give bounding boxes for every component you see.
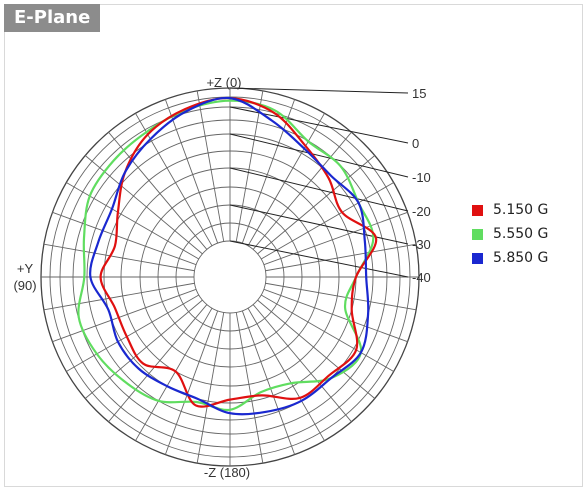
- grid-spoke: [260, 182, 394, 260]
- angle-label-left-deg: (90): [13, 278, 36, 293]
- grid-spoke: [196, 90, 225, 242]
- grid-spoke: [135, 113, 213, 247]
- angle-label-left: +Y: [17, 261, 34, 276]
- radial-tick-label: -40: [412, 270, 431, 285]
- grid-spoke: [196, 312, 225, 464]
- series-trace-5850: [89, 96, 370, 416]
- grid-spoke: [241, 310, 296, 455]
- radial-tick-label: -30: [412, 237, 431, 252]
- grid-spoke: [43, 282, 195, 311]
- tick-leader: [229, 133, 409, 178]
- legend-item-5150: 5.150 G: [472, 198, 548, 222]
- grid-spoke: [247, 113, 325, 247]
- legend-swatch-5850: [472, 252, 483, 264]
- legend-swatch-5550: [472, 228, 483, 240]
- tick-leader: [229, 240, 409, 278]
- legend-item-5850: 5.850 G: [472, 246, 548, 270]
- grid-spoke: [66, 294, 200, 372]
- tick-leader: [229, 167, 409, 212]
- grid-spoke: [66, 182, 200, 260]
- grid-spoke: [52, 211, 197, 266]
- grid-spoke: [108, 131, 208, 250]
- legend-label-5850: 5.850 G: [493, 250, 549, 266]
- grid-spoke: [52, 288, 197, 343]
- grid-spoke: [257, 155, 376, 255]
- grid-spoke: [108, 304, 208, 423]
- radial-tick-label: -20: [412, 204, 431, 219]
- radial-tick-label: -10: [412, 170, 431, 185]
- chart-frame: [4, 4, 583, 487]
- chart-title: E-Plane: [4, 4, 101, 32]
- grid-spoke: [260, 294, 394, 372]
- grid-spoke: [252, 304, 352, 423]
- grid-spoke: [235, 90, 264, 242]
- angle-label-top: +Z (0): [206, 75, 241, 90]
- grid-spoke: [135, 307, 213, 441]
- grid-spoke: [84, 155, 203, 255]
- tick-leader: [229, 87, 409, 94]
- legend: 5.150 G 5.550 G 5.850 G: [472, 198, 548, 270]
- angle-label-bottom: -Z (180): [204, 465, 250, 480]
- legend-label-5550: 5.550 G: [493, 226, 549, 242]
- grid-spoke: [265, 282, 417, 311]
- grid-spoke: [164, 310, 219, 455]
- grid-spoke: [235, 312, 264, 464]
- grid-spoke: [263, 211, 408, 266]
- grid-spoke: [84, 299, 203, 399]
- grid-spoke: [164, 99, 219, 244]
- series-trace-5150: [99, 96, 378, 408]
- grid-spoke: [263, 288, 408, 343]
- radial-tick-label: 15: [412, 86, 426, 101]
- grid-spoke: [257, 299, 376, 399]
- tick-leader: [229, 204, 409, 245]
- legend-item-5550: 5.550 G: [472, 222, 548, 246]
- grid-ring: [193, 240, 267, 314]
- grid-spoke: [43, 243, 195, 272]
- grid-spoke: [247, 307, 325, 441]
- legend-label-5150: 5.150 G: [493, 202, 549, 218]
- radial-tick-label: 0: [412, 136, 419, 151]
- grid-spoke: [265, 243, 417, 272]
- series-trace-5550: [77, 99, 375, 412]
- legend-swatch-5150: [472, 204, 483, 216]
- grid-spoke: [252, 131, 352, 250]
